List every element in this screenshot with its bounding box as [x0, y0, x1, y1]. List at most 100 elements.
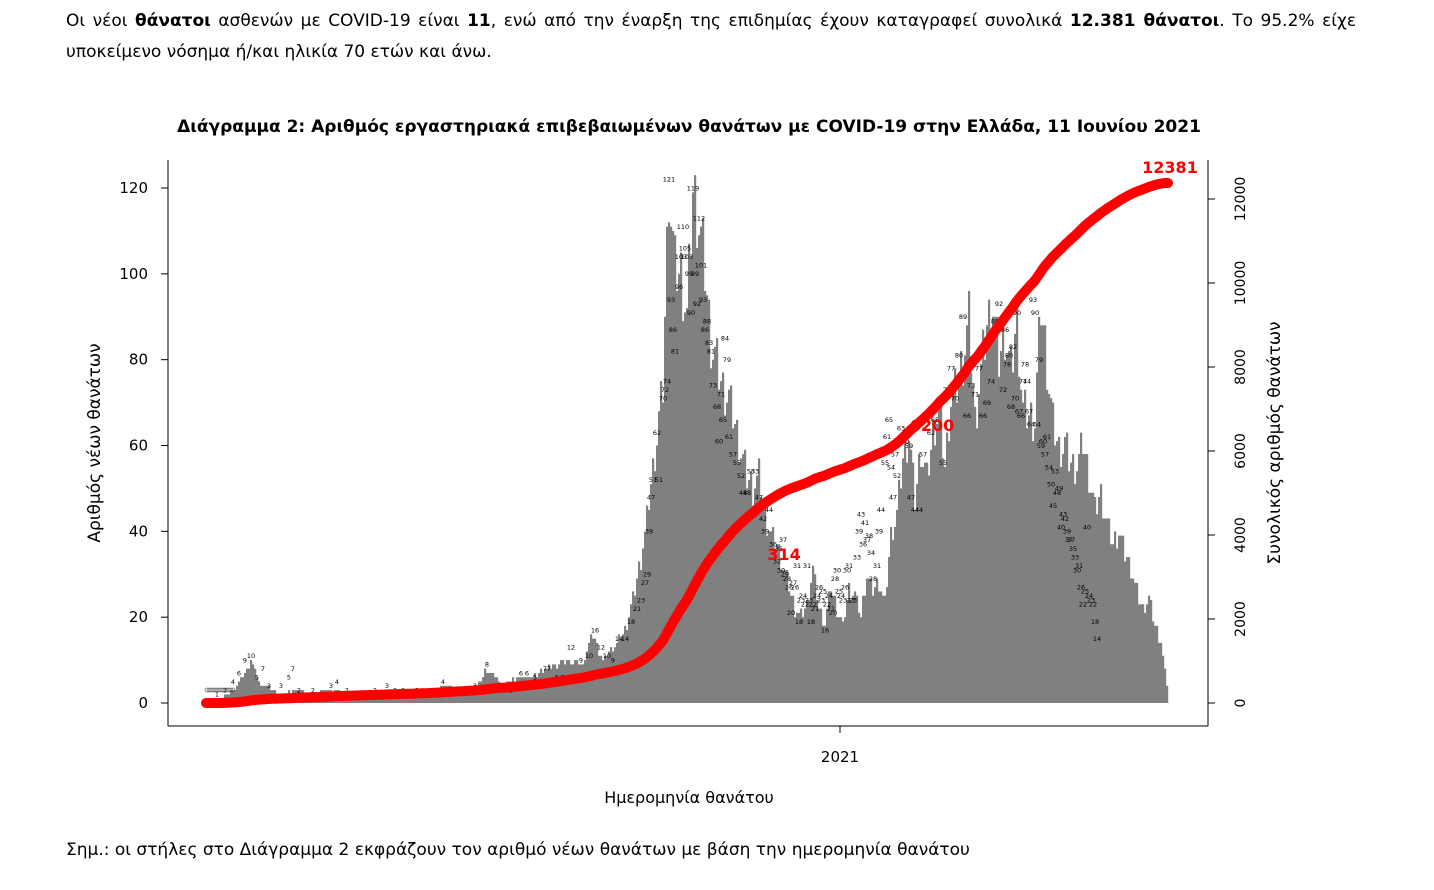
bar-value-label: 3	[267, 682, 271, 690]
bar	[988, 299, 991, 703]
bar-value-label: 20	[829, 609, 837, 617]
y2-tick-label: 10000	[1233, 261, 1249, 306]
bar-value-label: 68	[1007, 403, 1015, 411]
bar	[1134, 582, 1137, 703]
bar	[928, 475, 931, 703]
bar-value-label: 90	[1031, 309, 1039, 317]
bar-value-label: 23	[797, 596, 805, 604]
bar-value-label: 93	[699, 296, 707, 304]
bar	[730, 385, 733, 703]
bar	[792, 595, 795, 703]
bar	[1054, 445, 1057, 703]
bar-value-label: 57	[919, 450, 927, 458]
bar	[946, 432, 949, 703]
bar	[240, 677, 243, 703]
bar-value-label: 112	[693, 214, 705, 222]
bar	[1010, 346, 1013, 703]
y2-tick-label: 0	[1233, 699, 1249, 708]
bar-value-label: 74	[987, 377, 995, 385]
bar	[582, 664, 585, 703]
bar	[740, 458, 743, 703]
bar	[244, 672, 247, 703]
bar-value-label: 59	[905, 442, 913, 450]
bar	[628, 617, 631, 703]
bar	[1130, 578, 1133, 703]
bar	[412, 694, 415, 703]
bar	[654, 471, 657, 703]
bar	[692, 192, 695, 703]
bar	[1036, 372, 1039, 703]
bar	[930, 449, 933, 703]
bar-value-label: 90	[1013, 309, 1021, 317]
bar	[784, 569, 787, 703]
bar-value-label: 66	[1017, 412, 1025, 420]
bar	[598, 655, 601, 703]
bar-value-label: 60	[715, 438, 723, 446]
bar	[1146, 604, 1149, 703]
bar-value-label: 55	[733, 459, 741, 467]
bar-value-label: 29	[781, 571, 789, 579]
bar	[882, 595, 885, 703]
bar	[826, 608, 829, 703]
bar-value-label: 41	[861, 519, 869, 527]
y-tick-label: 120	[119, 179, 148, 197]
bar-value-label: 47	[755, 493, 763, 501]
bar	[898, 479, 901, 703]
bar	[880, 591, 883, 703]
bar	[962, 385, 965, 703]
bar	[708, 299, 711, 703]
bar-value-label: 6	[525, 669, 529, 677]
bar	[894, 527, 897, 703]
bar	[776, 544, 779, 703]
bar-value-label: 31	[845, 562, 853, 570]
footnote: Σημ.: οι στήλες στο Διάγραμμα 2 εκφράζου…	[66, 840, 970, 860]
bar	[256, 677, 259, 703]
bar-value-label: 9	[611, 656, 615, 664]
bar	[808, 600, 811, 703]
bar-value-label: 48	[1053, 489, 1061, 497]
bar	[1128, 557, 1131, 703]
bar	[772, 527, 775, 703]
bar	[916, 484, 919, 703]
bar	[578, 664, 581, 703]
bar	[1052, 402, 1055, 703]
bar	[802, 617, 805, 703]
bar-value-label: 78	[1021, 360, 1029, 368]
bar	[1124, 561, 1127, 703]
bar-value-label: 64	[1027, 420, 1035, 428]
bar-value-label: 86	[1001, 326, 1009, 334]
bar	[1094, 497, 1097, 703]
bar-value-label: 1	[215, 691, 219, 699]
cumulative-label: 314	[767, 545, 800, 564]
bar-value-label: 93	[667, 296, 675, 304]
bar-value-label: 6	[237, 669, 241, 677]
bar-value-label: 36	[769, 541, 777, 549]
cumulative-label: 12381	[1142, 158, 1198, 177]
zero-marker	[228, 687, 234, 693]
bar	[504, 685, 507, 703]
bar	[948, 441, 951, 703]
bar	[860, 617, 863, 703]
bar	[1042, 325, 1045, 703]
bar	[536, 677, 539, 703]
bar	[696, 248, 699, 704]
bar	[1158, 642, 1161, 703]
y2-tick-label: 2000	[1233, 601, 1249, 637]
bar	[918, 454, 921, 703]
bar	[862, 595, 865, 703]
x-tick-label: 2021	[821, 748, 859, 766]
bar	[660, 381, 663, 703]
bar	[1078, 454, 1081, 703]
bar	[1152, 621, 1155, 703]
bar	[426, 694, 429, 703]
bar-value-label: 3	[385, 682, 389, 690]
bar-value-label: 7	[261, 665, 265, 673]
bar-value-label: 3	[329, 682, 333, 690]
bar	[984, 359, 987, 703]
bar	[822, 625, 825, 703]
bar	[1122, 535, 1125, 703]
bar-value-label: 37	[863, 536, 871, 544]
bar-value-label: 28	[783, 575, 791, 583]
bar-value-label: 53	[1051, 468, 1059, 476]
bar-value-label: 74	[1019, 377, 1027, 385]
